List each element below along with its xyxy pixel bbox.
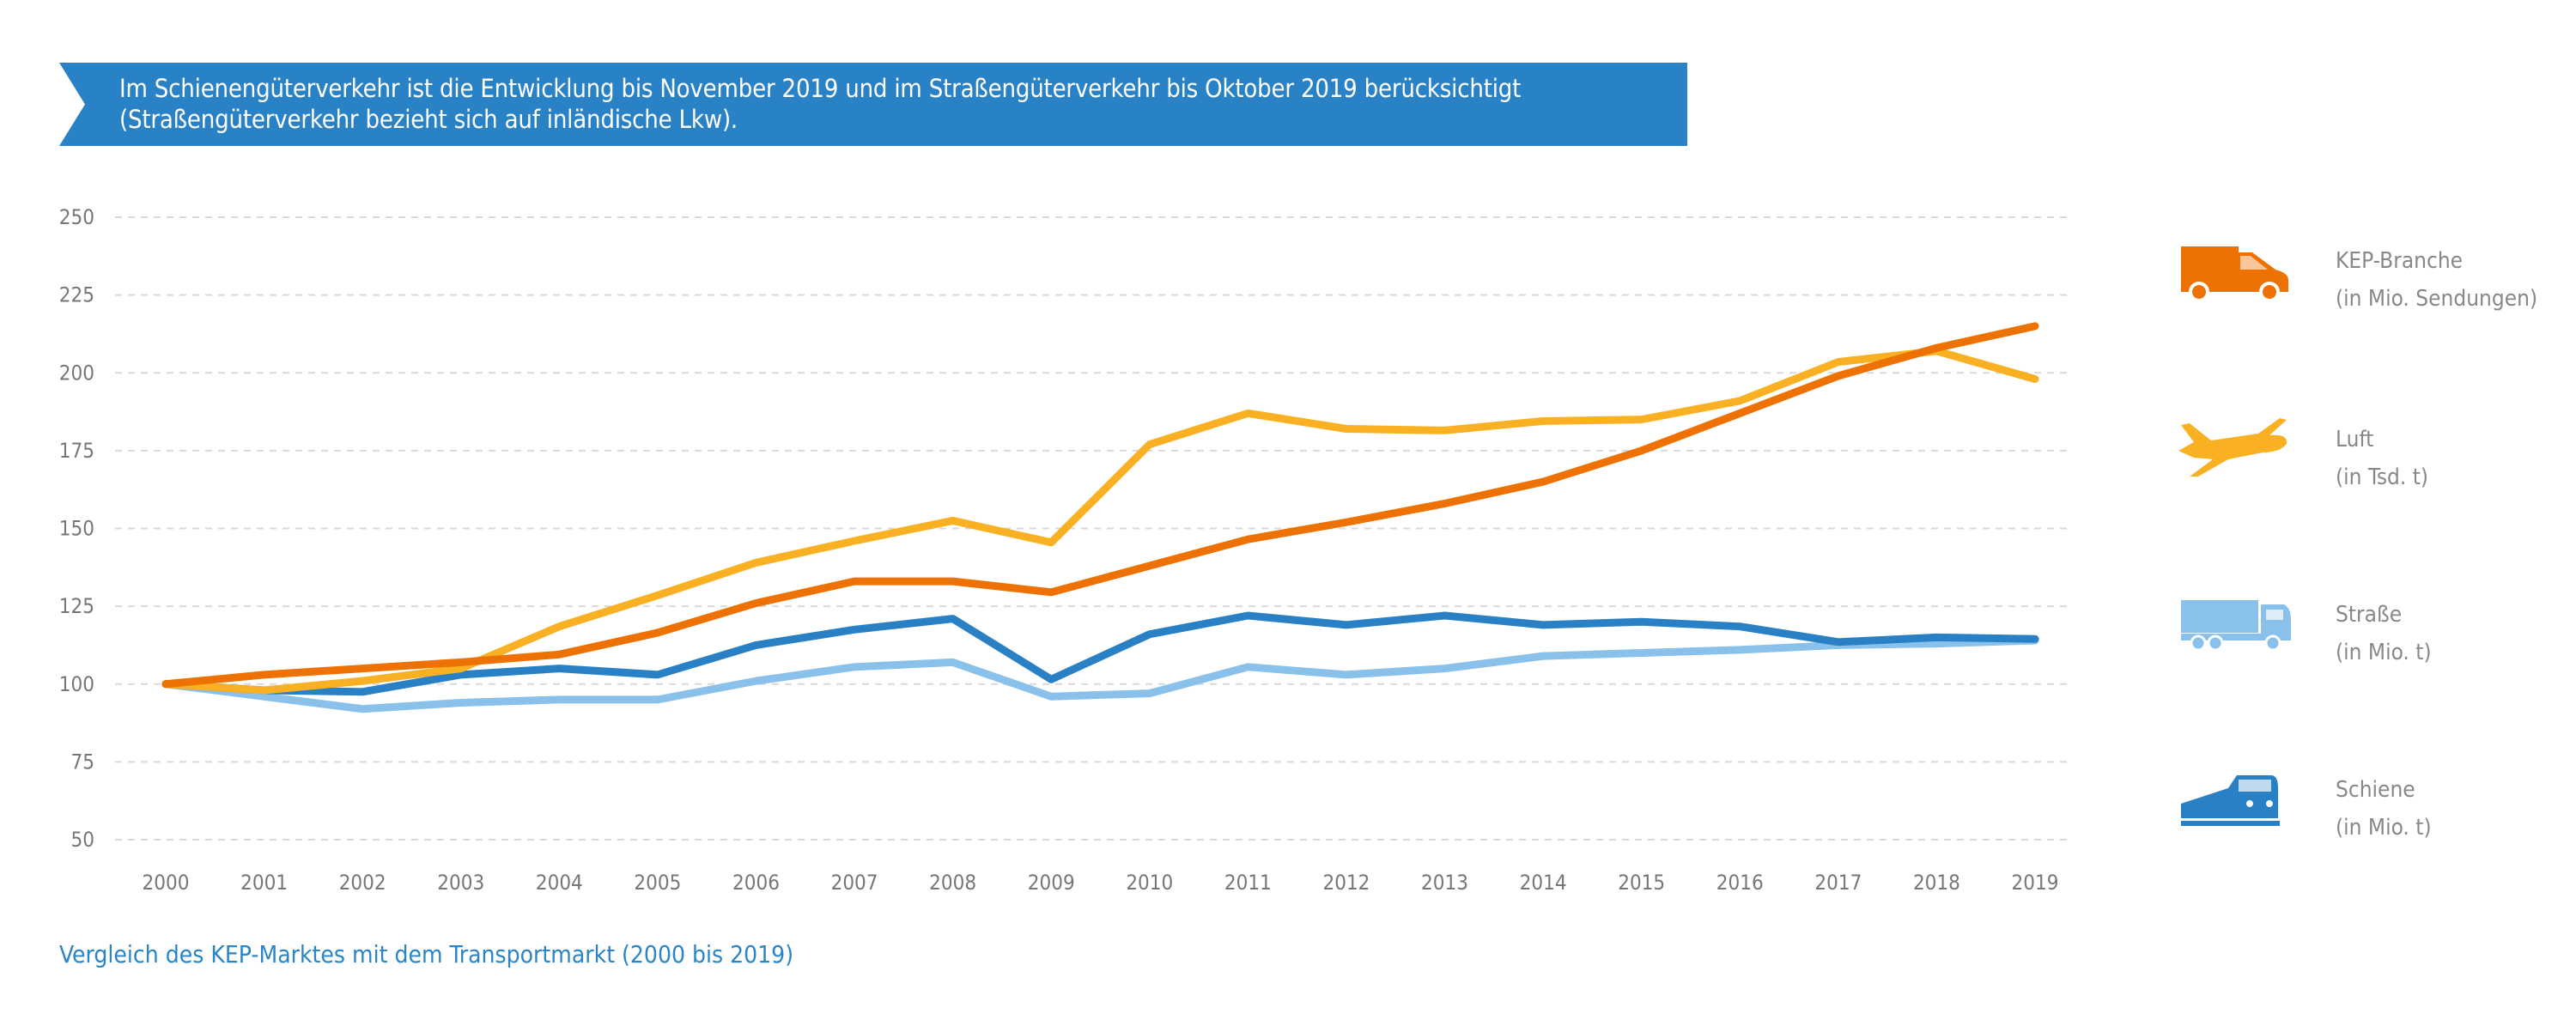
series-line-strae bbox=[161, 636, 2039, 713]
y-tick-label: 225 bbox=[59, 283, 94, 307]
x-tick-label: 2017 bbox=[1814, 871, 1862, 895]
x-tick-label: 2001 bbox=[240, 871, 288, 895]
y-tick-label: 175 bbox=[59, 439, 94, 463]
legend-item-strasse: Straße (in Mio. t) bbox=[2177, 596, 2555, 690]
x-tick-label: 2004 bbox=[536, 871, 583, 895]
legend-title: Straße bbox=[2336, 602, 2403, 628]
airplane-icon bbox=[2178, 418, 2287, 477]
x-tick-label: 2005 bbox=[634, 871, 681, 895]
y-tick-label: 150 bbox=[59, 517, 94, 541]
truck-icon bbox=[2181, 600, 2291, 652]
legend-title: Schiene bbox=[2336, 777, 2415, 803]
series-line-kepbranche bbox=[161, 322, 2039, 689]
x-tick-label: 2007 bbox=[831, 871, 878, 895]
x-tick-label: 2015 bbox=[1618, 871, 1665, 895]
x-tick-label: 2006 bbox=[732, 871, 780, 895]
legend-subtitle: (in Mio. t) bbox=[2336, 815, 2432, 841]
series-line-schiene bbox=[161, 611, 2039, 696]
x-tick-label: 2008 bbox=[929, 871, 976, 895]
y-tick-label: 75 bbox=[71, 750, 94, 774]
x-tick-label: 2014 bbox=[1520, 871, 1567, 895]
legend-subtitle: (in Mio. t) bbox=[2336, 640, 2432, 665]
legend-item-kep: KEP-Branche (in Mio. Sendungen) bbox=[2177, 242, 2555, 337]
legend-title: KEP-Branche bbox=[2336, 248, 2464, 274]
banner-line-1: Im Schienengüterverkehr ist die Entwickl… bbox=[119, 74, 1522, 103]
x-tick-label: 2019 bbox=[2012, 871, 2059, 895]
x-tick-label: 2016 bbox=[1716, 871, 1764, 895]
banner-line-2: (Straßengüterverkehr bezieht sich auf in… bbox=[119, 105, 738, 134]
y-tick-label: 200 bbox=[59, 361, 94, 385]
delivery-van-icon bbox=[2181, 246, 2288, 302]
x-tick-label: 2002 bbox=[339, 871, 386, 895]
legend-item-schiene: Schiene (in Mio. t) bbox=[2177, 771, 2555, 865]
y-tick-label: 100 bbox=[59, 672, 94, 696]
train-icon bbox=[2181, 775, 2280, 826]
y-tick-label: 50 bbox=[71, 828, 94, 852]
x-tick-label: 2003 bbox=[437, 871, 484, 895]
info-banner: Im Schienengüterverkehr ist die Entwickl… bbox=[59, 63, 1687, 146]
legend-item-luft: Luft (in Tsd. t) bbox=[2177, 418, 2555, 515]
legend-subtitle: (in Mio. Sendungen) bbox=[2336, 286, 2538, 312]
y-tick-label: 250 bbox=[59, 205, 94, 229]
legend-subtitle: (in Tsd. t) bbox=[2336, 464, 2429, 490]
x-tick-label: 2013 bbox=[1421, 871, 1468, 895]
y-tick-label: 125 bbox=[59, 594, 94, 618]
chart-caption: Vergleich des KEP-Marktes mit dem Transp… bbox=[59, 940, 794, 968]
x-tick-label: 2010 bbox=[1126, 871, 1173, 895]
series-line-luft bbox=[161, 347, 2039, 695]
x-tick-label: 2000 bbox=[143, 871, 190, 895]
x-tick-label: 2011 bbox=[1224, 871, 1272, 895]
x-tick-label: 2009 bbox=[1028, 871, 1075, 895]
x-tick-label: 2018 bbox=[1913, 871, 1960, 895]
x-tick-label: 2012 bbox=[1322, 871, 1370, 895]
legend-title: Luft bbox=[2336, 427, 2374, 452]
